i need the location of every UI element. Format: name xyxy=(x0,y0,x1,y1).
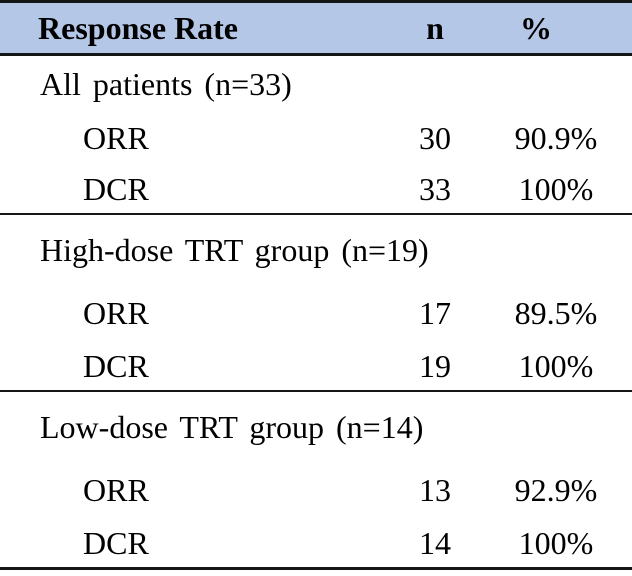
section-all-patients: All patients (n=33) ORR 30 90.9% DCR 33 … xyxy=(0,56,632,213)
percent-value: 90.9% xyxy=(514,120,598,156)
table-row-dcr: DCR 19 100% xyxy=(0,341,632,390)
n-value: 14 xyxy=(419,524,451,561)
table-row-dcr: DCR 14 100% xyxy=(0,518,632,567)
percent-value: 92.9% xyxy=(514,472,598,508)
row-label: ORR xyxy=(83,472,149,508)
column-header-n: n xyxy=(426,10,444,46)
group-row-low-dose: Low-dose TRT group (n=14) xyxy=(0,392,632,462)
section-low-dose-trt: Low-dose TRT group (n=14) ORR 13 92.9% D… xyxy=(0,392,632,567)
percent-value: 100% xyxy=(518,524,594,561)
percent-value: 100% xyxy=(518,170,594,207)
table-header-row: Response Rate n % xyxy=(0,0,632,56)
n-value: 13 xyxy=(419,472,451,508)
n-value: 19 xyxy=(419,347,451,384)
column-header-response-rate: Response Rate xyxy=(38,10,238,46)
n-value: 30 xyxy=(419,120,451,156)
table-row-orr: ORR 17 89.5% xyxy=(0,285,632,341)
group-label: High-dose TRT group (n=19) xyxy=(40,232,429,268)
section-high-dose-trt: High-dose TRT group (n=19) ORR 17 89.5% … xyxy=(0,215,632,390)
column-header-percent: % xyxy=(520,10,552,46)
row-label: ORR xyxy=(83,120,149,156)
row-label: DCR xyxy=(83,524,149,561)
row-label: DCR xyxy=(83,347,149,384)
table-bottom-border xyxy=(0,567,632,570)
group-row-all-patients: All patients (n=33) xyxy=(0,56,632,112)
group-label: Low-dose TRT group (n=14) xyxy=(40,409,424,445)
group-label: All patients (n=33) xyxy=(40,66,292,102)
table-row-orr: ORR 30 90.9% xyxy=(0,112,632,164)
row-label: ORR xyxy=(83,295,149,331)
table-row-orr: ORR 13 92.9% xyxy=(0,462,632,518)
section-divider xyxy=(0,213,632,215)
row-label: DCR xyxy=(83,170,149,207)
n-value: 17 xyxy=(419,295,451,331)
group-row-high-dose: High-dose TRT group (n=19) xyxy=(0,215,632,285)
table-row-dcr: DCR 33 100% xyxy=(0,164,632,213)
percent-value: 89.5% xyxy=(514,295,598,331)
n-value: 33 xyxy=(419,170,451,207)
section-divider xyxy=(0,390,632,392)
percent-value: 100% xyxy=(518,347,594,384)
